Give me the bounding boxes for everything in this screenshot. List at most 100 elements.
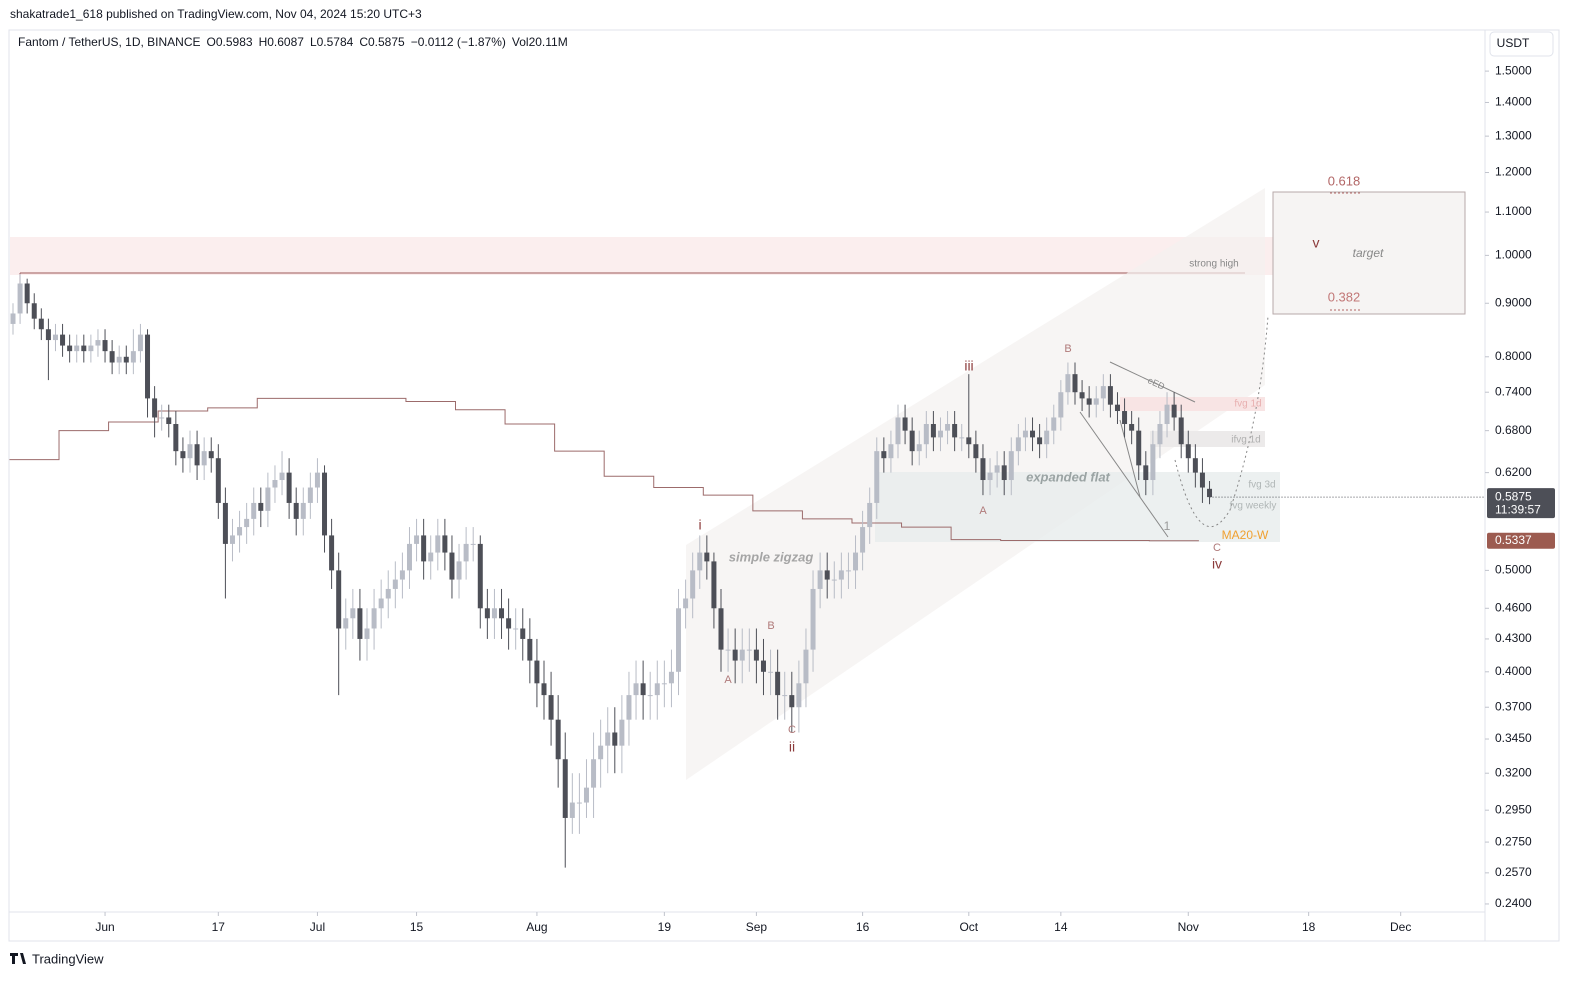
fib-label: 0.382 bbox=[1328, 289, 1361, 304]
candle-body bbox=[725, 649, 731, 651]
y-tick-label: 1.2000 bbox=[1495, 165, 1532, 179]
y-tick-label: 0.2950 bbox=[1495, 802, 1532, 816]
candle-body bbox=[307, 487, 313, 503]
y-tick-label: 0.6800 bbox=[1495, 423, 1532, 437]
candle-body bbox=[371, 608, 377, 629]
ma-label: MA20-W bbox=[1222, 528, 1269, 542]
candle-body bbox=[746, 649, 752, 651]
candle-body bbox=[187, 444, 193, 459]
candle-body bbox=[1030, 430, 1036, 438]
y-tick-label: 0.4600 bbox=[1495, 600, 1532, 614]
candle-body bbox=[1143, 465, 1149, 481]
candle-body bbox=[1178, 417, 1184, 445]
candle-body bbox=[244, 518, 250, 528]
candle-body bbox=[123, 356, 129, 363]
candle-body bbox=[1065, 374, 1071, 393]
candle-body bbox=[810, 588, 816, 650]
pattern-label: expanded flat bbox=[1026, 469, 1110, 484]
candle-body bbox=[1093, 398, 1099, 405]
candle-body bbox=[1058, 392, 1064, 418]
candle-body bbox=[1079, 392, 1085, 399]
candle-body bbox=[137, 334, 143, 352]
candle-body bbox=[52, 334, 58, 341]
candle-body bbox=[385, 588, 391, 599]
candle-body bbox=[874, 451, 880, 503]
candle-body bbox=[442, 535, 448, 553]
ma-price-label: 0.5337 bbox=[1495, 533, 1532, 547]
candle-body bbox=[477, 543, 483, 609]
candle-body bbox=[534, 660, 540, 684]
candle-body bbox=[116, 356, 122, 363]
zone-label: fvg 1d bbox=[1234, 399, 1261, 410]
y-tick-label: 0.2750 bbox=[1495, 834, 1532, 848]
candle-body bbox=[895, 417, 901, 445]
candle-body bbox=[145, 334, 151, 399]
candle-body bbox=[1199, 472, 1205, 488]
candle-body bbox=[831, 579, 837, 581]
candle-body bbox=[279, 472, 285, 481]
candle-body bbox=[775, 671, 781, 696]
fvg-weekly-zone bbox=[875, 472, 1280, 542]
candle-body bbox=[838, 570, 844, 580]
zone-label: fvg 3d bbox=[1248, 480, 1275, 491]
y-tick-label: 0.3450 bbox=[1495, 731, 1532, 745]
candle-body bbox=[293, 502, 299, 519]
candle-body bbox=[38, 318, 44, 330]
logo-icon bbox=[10, 953, 26, 964]
candle-body bbox=[527, 638, 533, 661]
target-label: target bbox=[1353, 246, 1384, 260]
candle-body bbox=[378, 598, 384, 609]
candle-body bbox=[952, 424, 958, 438]
candle-body bbox=[222, 502, 228, 544]
x-tick-label: 19 bbox=[658, 920, 672, 934]
candle-body bbox=[109, 351, 115, 363]
candle-body bbox=[817, 570, 823, 589]
candle-body bbox=[824, 570, 830, 580]
candle-body bbox=[867, 502, 873, 528]
candle-body bbox=[456, 561, 462, 580]
candle-body bbox=[598, 745, 604, 760]
candle-body bbox=[647, 695, 653, 697]
candle-body bbox=[513, 628, 519, 630]
candle-body bbox=[619, 719, 625, 746]
candle-body bbox=[541, 683, 547, 696]
candle-body bbox=[45, 329, 51, 341]
candle-body bbox=[973, 444, 979, 459]
candle-body bbox=[937, 430, 943, 438]
candle-body bbox=[860, 527, 866, 553]
candle-body bbox=[803, 649, 809, 684]
x-tick-label: Dec bbox=[1390, 920, 1411, 934]
y-tick-label: 1.1000 bbox=[1495, 204, 1532, 218]
candle-body bbox=[31, 303, 37, 319]
candle-body bbox=[1157, 424, 1163, 445]
wave-label: 1 bbox=[1164, 519, 1171, 533]
candle-body bbox=[753, 649, 759, 661]
legend: Fantom / TetherUS, 1D, BINANCE O0.5983 H0.… bbox=[18, 35, 568, 49]
candle-body bbox=[1086, 398, 1092, 405]
candle-body bbox=[166, 417, 172, 425]
candle-body bbox=[10, 313, 16, 324]
candle-body bbox=[506, 618, 512, 629]
currency-label[interactable]: USDT bbox=[1497, 36, 1530, 50]
candle-body bbox=[229, 535, 235, 544]
candle-body bbox=[930, 424, 936, 438]
sub-wave-label: C bbox=[1213, 542, 1221, 554]
candle-body bbox=[1001, 465, 1007, 481]
candle-body bbox=[640, 683, 646, 696]
x-tick-label: Aug bbox=[526, 920, 547, 934]
candle-body bbox=[1207, 488, 1213, 498]
legend-volume: Vol20.11M bbox=[512, 35, 568, 49]
candle-body bbox=[796, 683, 802, 708]
brand: TradingView bbox=[32, 951, 104, 966]
candle-body bbox=[1192, 458, 1198, 473]
candle-body bbox=[24, 283, 30, 304]
candle-body bbox=[605, 732, 611, 746]
wave-label: iii bbox=[964, 358, 973, 374]
candle-body bbox=[1044, 430, 1050, 445]
y-tick-label: 1.5000 bbox=[1495, 63, 1532, 77]
currency-button[interactable] bbox=[1489, 31, 1554, 57]
candle-body bbox=[173, 424, 179, 452]
x-tick-label: 14 bbox=[1054, 920, 1068, 934]
candle-body bbox=[668, 671, 674, 684]
